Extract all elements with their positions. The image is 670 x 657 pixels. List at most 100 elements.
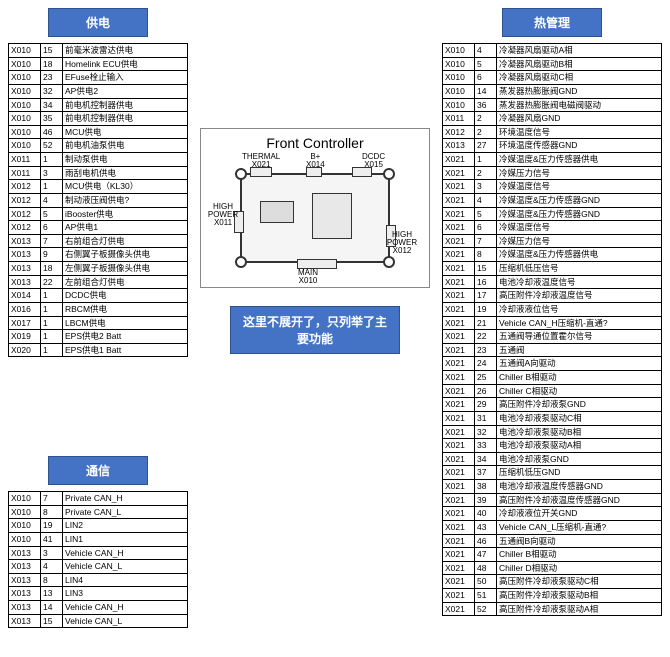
table-row: X0105冷凝器风扇驱动B相 bbox=[443, 57, 662, 71]
table-row: X0191EPS供电2 Batt bbox=[9, 330, 188, 344]
table-row: X01318左侧翼子板摄像头供电 bbox=[9, 262, 188, 276]
table-cell: Vehicle CAN_H压缩机-直通? bbox=[497, 316, 662, 330]
table-cell: 9 bbox=[41, 248, 63, 262]
table-cell: 五通阀B向驱动 bbox=[497, 534, 662, 548]
table-cell: 五通阀A向驱动 bbox=[497, 357, 662, 371]
power-header: 供电 bbox=[48, 8, 148, 37]
table-cell: 52 bbox=[41, 139, 63, 153]
front-controller-diagram: Front Controller THERMAL bbox=[200, 128, 430, 288]
table-cell: 37 bbox=[475, 466, 497, 480]
table-cell: 31 bbox=[475, 411, 497, 425]
table-row: X0133Vehicle CAN_H bbox=[9, 546, 188, 560]
table-cell: X021 bbox=[443, 330, 475, 344]
table-row: X01034前电机控制器供电 bbox=[9, 98, 188, 112]
table-cell: 冷凝器风扇GND bbox=[497, 112, 662, 126]
table-cell: 18 bbox=[41, 57, 63, 71]
table-cell: 冷媒温度&压力传感器供电 bbox=[497, 248, 662, 262]
table-cell: 冷媒温度信号 bbox=[497, 221, 662, 235]
table-cell: X013 bbox=[9, 546, 41, 560]
table-cell: X021 bbox=[443, 384, 475, 398]
table-cell: Chiller B相驱动 bbox=[497, 548, 662, 562]
table-cell: 右侧翼子板摄像头供电 bbox=[63, 248, 188, 262]
table-cell: X013 bbox=[9, 275, 41, 289]
table-cell: 蒸发器热膨胀阀GND bbox=[497, 84, 662, 98]
front-controller-title: Front Controller bbox=[205, 135, 425, 151]
table-cell: 高压附件冷却液泵驱动A相 bbox=[497, 602, 662, 616]
table-cell: 8 bbox=[41, 573, 63, 587]
table-cell: X016 bbox=[9, 302, 41, 316]
table-cell: 7 bbox=[41, 234, 63, 248]
table-cell: 1 bbox=[41, 289, 63, 303]
table-row: X02146五通阀B向驱动 bbox=[443, 534, 662, 548]
table-cell: 4 bbox=[475, 44, 497, 58]
table-cell: X021 bbox=[443, 302, 475, 316]
table-cell: 前电机控制器供电 bbox=[63, 98, 188, 112]
table-row: X0125iBooster供电 bbox=[9, 207, 188, 221]
table-cell: Homelink ECU供电 bbox=[63, 57, 188, 71]
table-cell: 6 bbox=[475, 71, 497, 85]
table-row: X01019LIN2 bbox=[9, 519, 188, 533]
table-cell: Vehicle CAN_L bbox=[63, 560, 188, 574]
table-cell: AP供电1 bbox=[63, 221, 188, 235]
table-cell: 左前组合灯供电 bbox=[63, 275, 188, 289]
table-cell: X010 bbox=[9, 505, 41, 519]
table-cell: X010 bbox=[9, 44, 41, 58]
table-row: X02125Chiller B相驱动 bbox=[443, 371, 662, 385]
table-cell: 冷凝器风扇驱动B相 bbox=[497, 57, 662, 71]
table-cell: iBooster供电 bbox=[63, 207, 188, 221]
table-row: X0214冷媒温度&压力传感器GND bbox=[443, 193, 662, 207]
table-cell: X010 bbox=[9, 84, 41, 98]
table-row: X01041LIN1 bbox=[9, 532, 188, 546]
mount-hole-icon bbox=[383, 168, 395, 180]
table-cell: 电池冷却液温度信号 bbox=[497, 275, 662, 289]
table-cell: X021 bbox=[443, 207, 475, 221]
table-cell: 前电机油泵供电 bbox=[63, 139, 188, 153]
table-cell: X021 bbox=[443, 575, 475, 589]
table-cell: 16 bbox=[475, 275, 497, 289]
table-cell: 3 bbox=[41, 166, 63, 180]
table-cell: X021 bbox=[443, 548, 475, 562]
table-row: X02134电池冷却液泵GND bbox=[443, 452, 662, 466]
table-cell: X021 bbox=[443, 166, 475, 180]
table-row: X02129高压附件冷却液泵GND bbox=[443, 398, 662, 412]
table-cell: X021 bbox=[443, 561, 475, 575]
port-label-bplus: B+X014 bbox=[306, 153, 325, 169]
table-row: X01313LIN3 bbox=[9, 587, 188, 601]
comm-header: 通信 bbox=[48, 456, 148, 485]
table-cell: 47 bbox=[475, 548, 497, 562]
table-row: X0138LIN4 bbox=[9, 573, 188, 587]
table-cell: 雨刮电机供电 bbox=[63, 166, 188, 180]
table-cell: 环境温度传感器GND bbox=[497, 139, 662, 153]
table-row: X02119冷却液液位信号 bbox=[443, 302, 662, 316]
table-cell: 压缩机低压信号 bbox=[497, 262, 662, 276]
table-cell: 46 bbox=[41, 125, 63, 139]
table-cell: X021 bbox=[443, 221, 475, 235]
note-box: 这里不展开了，只列举了主要功能 bbox=[230, 306, 400, 354]
table-cell: X010 bbox=[9, 492, 41, 506]
table-row: X0126AP供电1 bbox=[9, 221, 188, 235]
table-cell: 1 bbox=[41, 330, 63, 344]
table-cell: 3 bbox=[475, 180, 497, 194]
table-cell: X021 bbox=[443, 371, 475, 385]
table-cell: 22 bbox=[41, 275, 63, 289]
table-cell: MCU供电 bbox=[63, 125, 188, 139]
table-cell: X013 bbox=[443, 139, 475, 153]
table-cell: 7 bbox=[41, 492, 63, 506]
table-cell: 52 bbox=[475, 602, 497, 616]
table-row: X0134Vehicle CAN_L bbox=[9, 560, 188, 574]
table-cell: 高压附件冷却液泵GND bbox=[497, 398, 662, 412]
table-cell: X013 bbox=[9, 587, 41, 601]
middle-column: Front Controller THERMAL bbox=[196, 8, 434, 354]
controller-board bbox=[240, 173, 390, 263]
table-cell: 1 bbox=[475, 153, 497, 167]
table-cell: X013 bbox=[9, 248, 41, 262]
table-cell: X019 bbox=[9, 330, 41, 344]
table-row: X0124制动液压阀供电? bbox=[9, 193, 188, 207]
table-cell: 19 bbox=[475, 302, 497, 316]
table-row: X02117高压附件冷却液温度信号 bbox=[443, 289, 662, 303]
table-cell: LIN2 bbox=[63, 519, 188, 533]
table-cell: 21 bbox=[475, 316, 497, 330]
table-cell: X021 bbox=[443, 589, 475, 603]
table-cell: 34 bbox=[475, 452, 497, 466]
table-cell: 7 bbox=[475, 234, 497, 248]
